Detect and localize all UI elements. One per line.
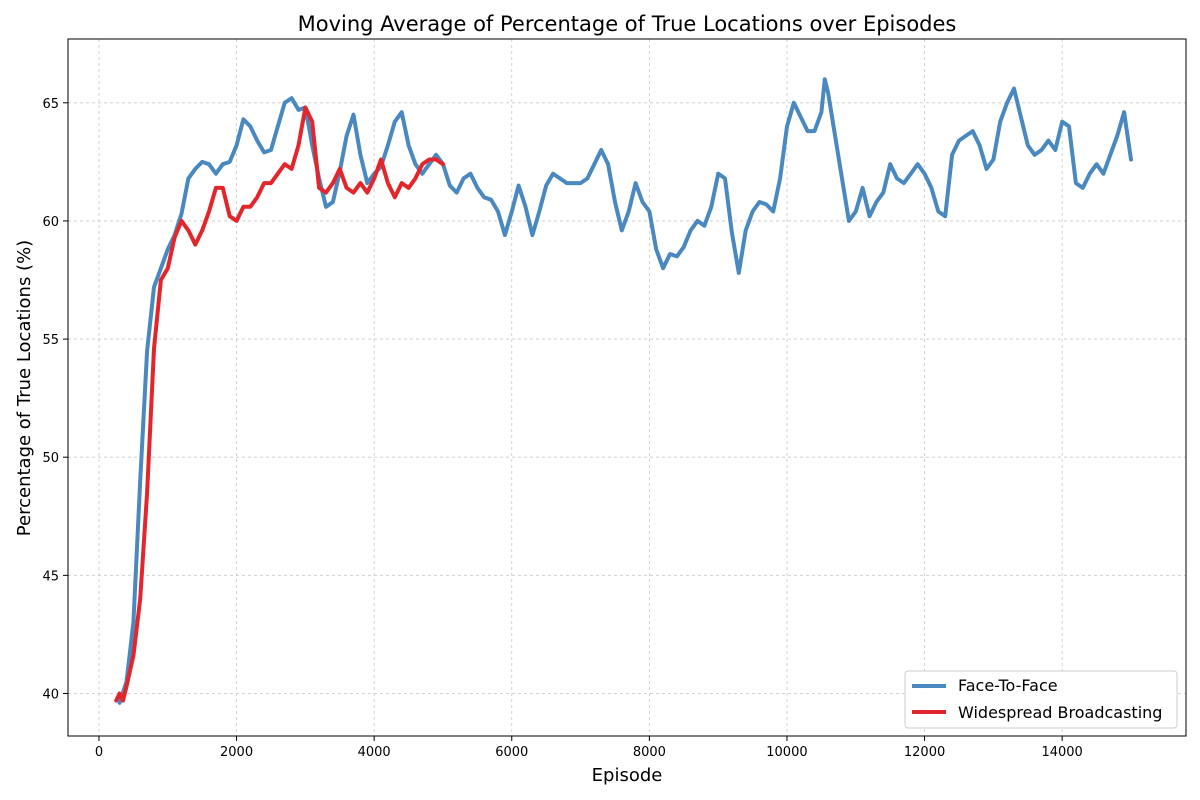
axis-ticks: 0 2000 4000 6000 8000 10000 12000 14000 40 45 50 55…	[42, 97, 1082, 760]
axes-frame	[67, 38, 1187, 737]
x-tick-label: 4000	[358, 745, 391, 760]
x-tick-label: 6000	[495, 745, 528, 760]
x-tick-label: 10000	[766, 745, 807, 760]
x-tick-label: 14000	[1041, 745, 1082, 760]
y-tick-label: 60	[42, 215, 59, 230]
chart-title: Moving Average of Percentage of True Loc…	[298, 12, 957, 36]
y-tick-label: 50	[42, 451, 59, 466]
y-tick-label: 45	[42, 569, 59, 584]
legend-label-widespread-broadcasting: Widespread Broadcasting	[958, 703, 1162, 722]
legend-label-face-to-face: Face-To-Face	[958, 676, 1058, 695]
series-line-face-to-face	[117, 77, 1133, 705]
x-tick-label: 8000	[633, 745, 666, 760]
legend: Face-To-Face Widespread Broadcasting	[904, 670, 1178, 729]
x-tick-label: 0	[95, 745, 103, 760]
series-line-widespread-broadcasting	[114, 105, 445, 703]
y-axis-label: Percentage of True Locations (%)	[14, 240, 35, 536]
y-tick-label: 55	[42, 333, 59, 348]
x-tick-label: 12000	[904, 745, 945, 760]
x-tick-label: 2000	[220, 745, 253, 760]
y-tick-label: 40	[42, 687, 59, 702]
legend-box	[904, 670, 1178, 729]
y-tick-label: 65	[42, 97, 59, 112]
series-lines	[114, 77, 1133, 705]
x-axis-label: Episode	[592, 765, 663, 786]
